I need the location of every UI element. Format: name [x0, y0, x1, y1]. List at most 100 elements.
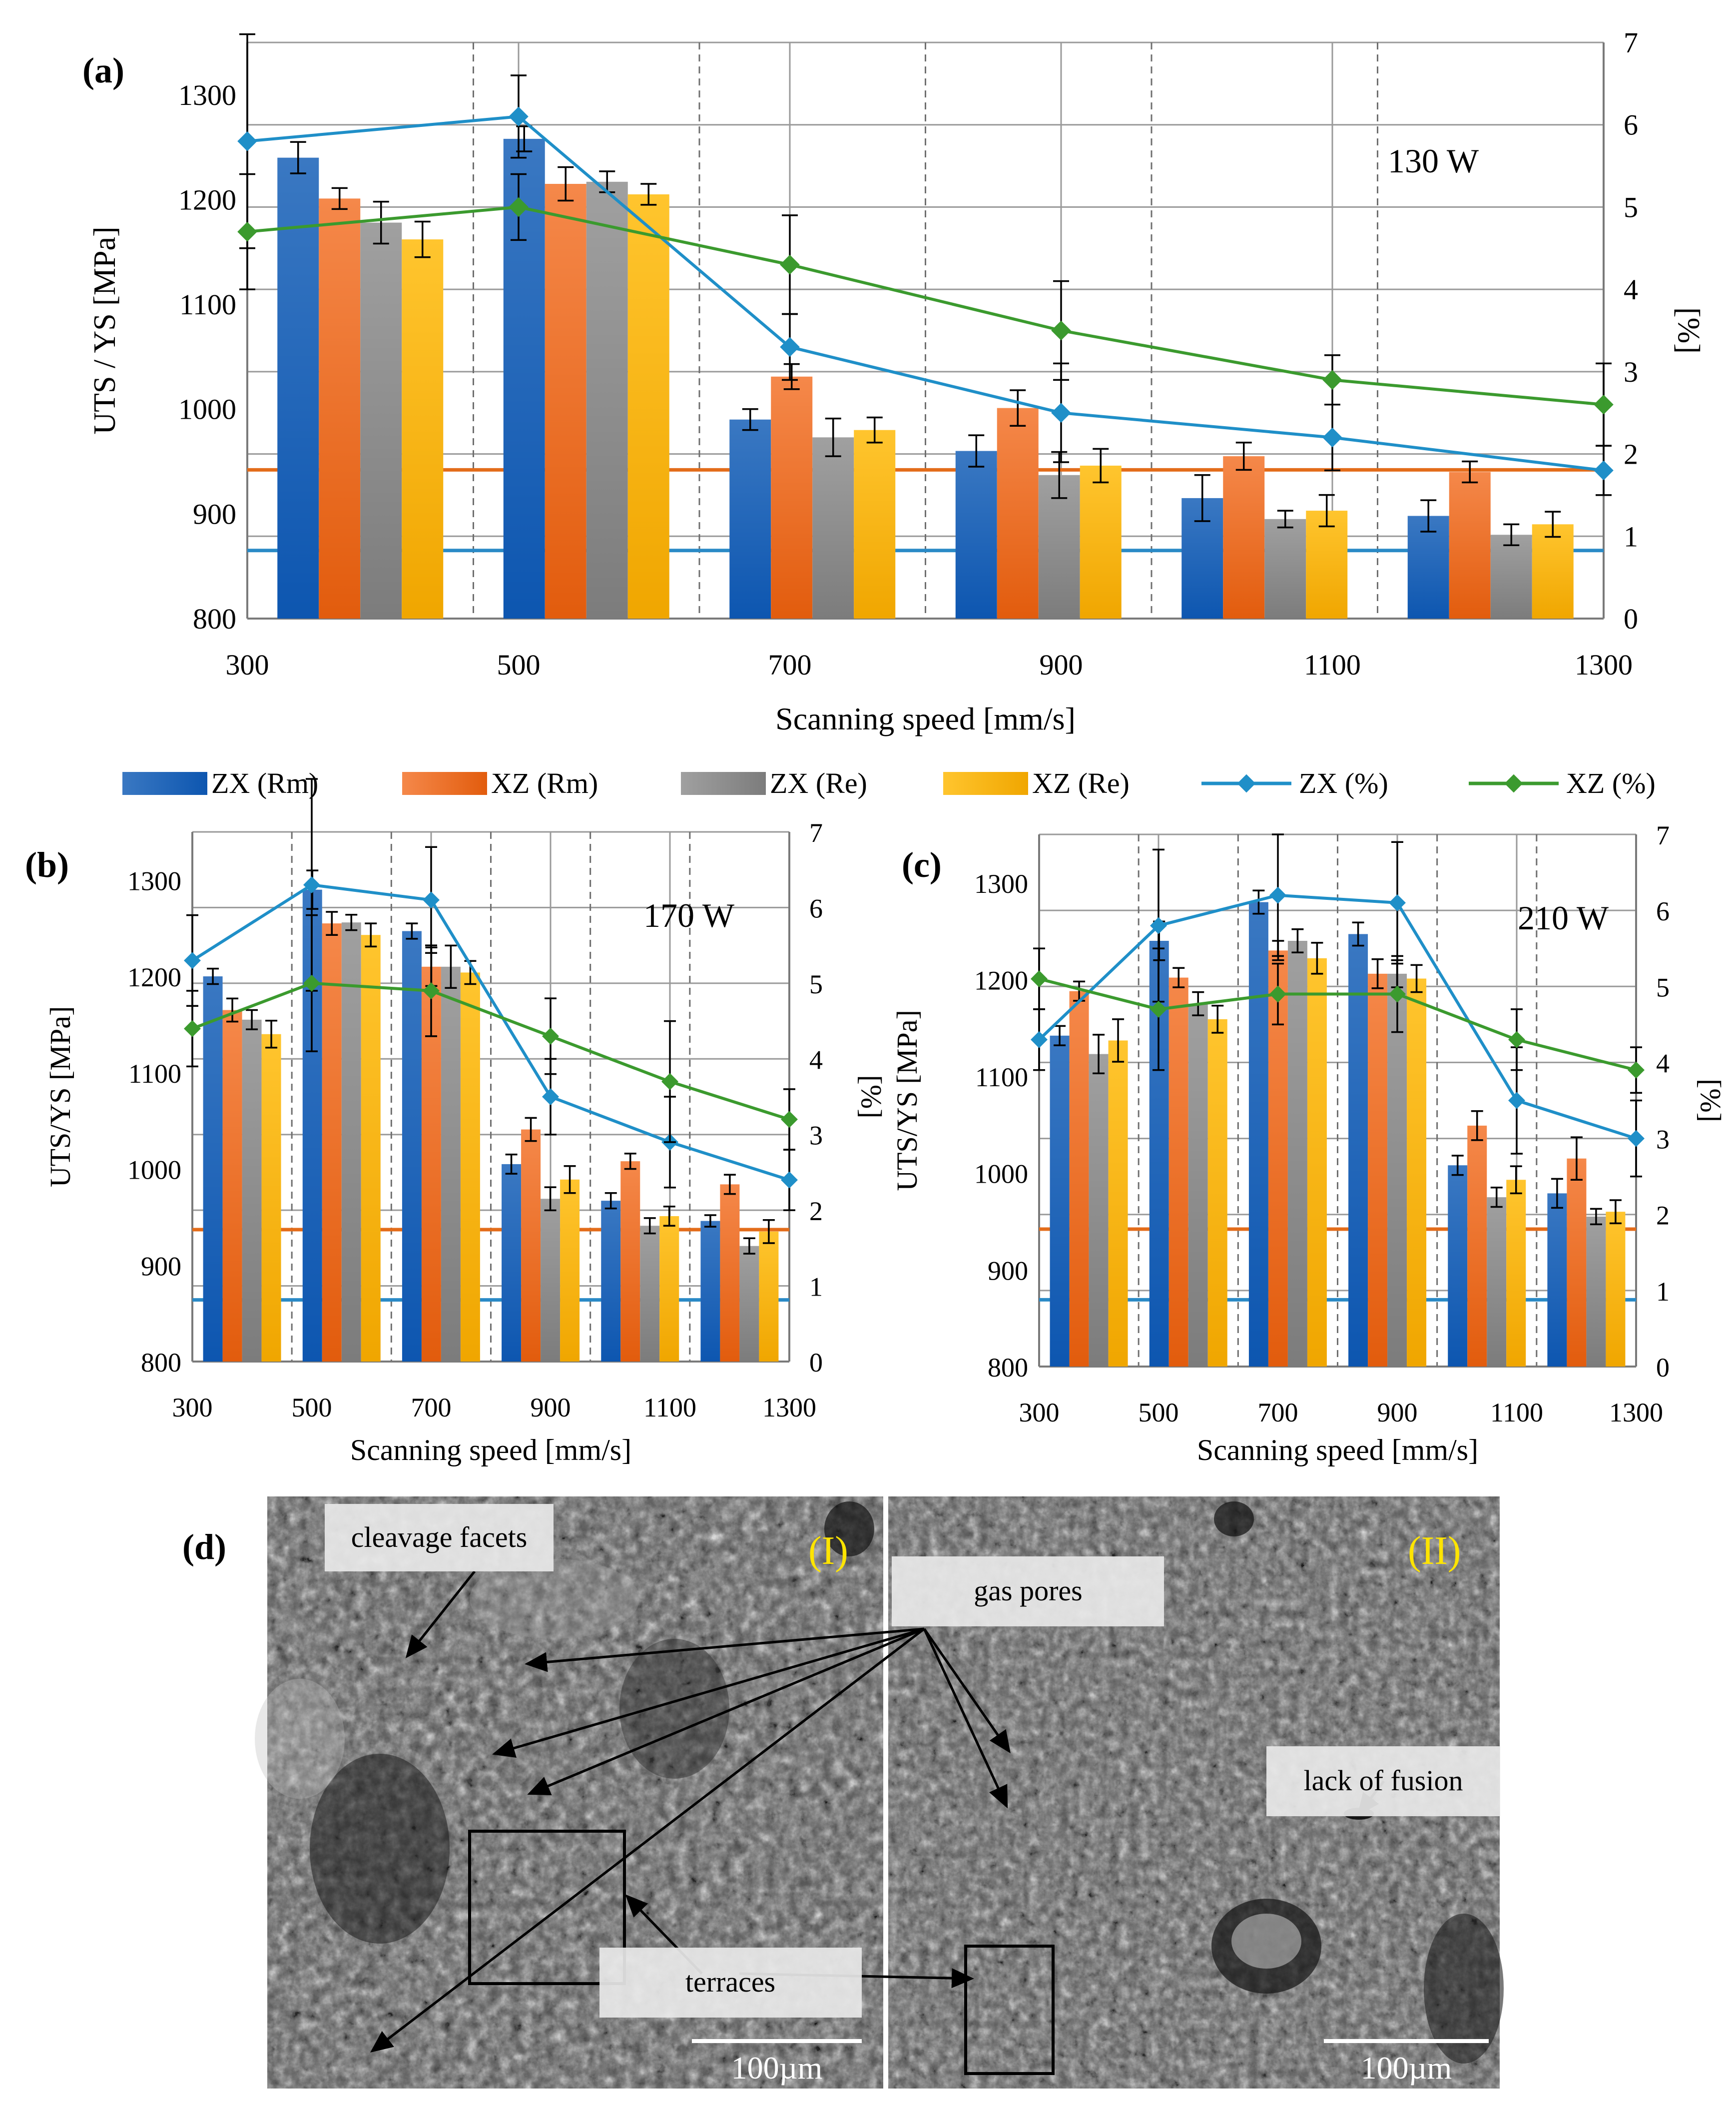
- errorbar-xz-re-1100: [1510, 1165, 1522, 1195]
- xtick-900: 900: [531, 1393, 571, 1422]
- bar-xz-rm-500: [545, 184, 586, 619]
- errorbar-zx-rm-700: [406, 922, 418, 940]
- series-line-zx-pct: [247, 115, 1604, 472]
- bar-xz-rm-1300: [1567, 1158, 1587, 1367]
- xtick-500: 500: [292, 1393, 332, 1422]
- ytick-left-1300: 1300: [178, 79, 236, 111]
- ytick-left-1000: 1000: [974, 1159, 1028, 1189]
- point-zx-pct-1300: [781, 1171, 798, 1189]
- ytick-right-4: 4: [1656, 1048, 1670, 1078]
- errorbar-xz-rm-500: [326, 911, 338, 936]
- bar-zx-re-700: [1287, 941, 1307, 1367]
- xtick-1300: 1300: [1575, 649, 1633, 681]
- bar-zx-rm-500: [503, 138, 545, 619]
- errorbar-xz-rm-300: [226, 997, 239, 1023]
- bar-zx-re-1100: [1487, 1197, 1507, 1367]
- errorbar-zx-re-700: [825, 417, 841, 457]
- ytick-left-900: 900: [141, 1251, 181, 1281]
- errorbar-xz-re-1300: [1609, 1199, 1622, 1225]
- legend: ZX (Rm) XZ (Rm) ZX (Re) XZ (Re) ZX (%) X…: [122, 767, 1656, 799]
- errorbar-zx-re-1100: [1490, 1187, 1503, 1208]
- bar-zx-re-500: [586, 181, 628, 619]
- xtick-1100: 1100: [643, 1393, 696, 1422]
- errorbar-xz-re-1100: [1318, 494, 1335, 528]
- point-xz-pct-1100: [661, 1073, 678, 1090]
- svg-text:100µm: 100µm: [1361, 2050, 1452, 2086]
- bar-xz-re-700: [1307, 958, 1327, 1367]
- point-zx-pct-300: [237, 131, 257, 151]
- errorbar-zx-rm-700: [742, 408, 758, 431]
- ytick-left-1200: 1200: [178, 183, 236, 216]
- errorbar-xz-re-700: [866, 416, 883, 444]
- panel-label-b: (b): [25, 845, 69, 885]
- xtick-1100: 1100: [1490, 1398, 1543, 1427]
- ytick-left-800: 800: [141, 1348, 181, 1378]
- errorbar-zx-re-500: [345, 913, 358, 931]
- ytick-left-900: 900: [988, 1256, 1028, 1286]
- ytick-left-900: 900: [193, 498, 236, 530]
- errorbar-zx-rm-900: [968, 434, 985, 468]
- legend-label-xz-re: XZ (Re): [1032, 767, 1130, 799]
- bar-xz-re-1300: [759, 1231, 779, 1362]
- errorbar-zx-rm-300: [207, 967, 219, 985]
- point-zx-pct-700: [780, 337, 800, 357]
- errorbar-zx-re-300: [1093, 1034, 1105, 1075]
- point-zx-pct-300: [184, 952, 201, 969]
- svg-text:100µm: 100µm: [731, 2050, 823, 2086]
- ytick-right-1: 1: [1656, 1277, 1670, 1307]
- errorbar-xz-re-700: [1311, 942, 1323, 975]
- series-line-xz-pct: [1039, 977, 1637, 1072]
- bar-xz-re-300: [402, 239, 444, 619]
- point-zx-pct-900: [1389, 894, 1406, 911]
- errorbar-zx-re-900: [1051, 451, 1068, 499]
- xtick-300: 300: [172, 1393, 213, 1422]
- point-xz-pct-900: [542, 1027, 559, 1045]
- bar-xz-rm-300: [319, 198, 361, 619]
- ytick-right-0: 0: [809, 1348, 823, 1378]
- bar-xz-rm-1300: [720, 1184, 740, 1362]
- ytick-right-7: 7: [1624, 26, 1638, 59]
- point-xz-pct-700: [423, 982, 440, 999]
- ytick-right-7: 7: [1656, 820, 1670, 850]
- errorbar-zx-rm-300: [1054, 1025, 1066, 1046]
- point-xz-pct-700: [1269, 985, 1286, 1003]
- bar-xz-re-700: [460, 972, 480, 1362]
- bar-xz-rm-1100: [620, 1161, 640, 1362]
- ytick-right-6: 6: [1656, 896, 1670, 926]
- legend-label-zx-rm: ZX (Rm): [211, 767, 318, 799]
- errorbar-zx-rm-1100: [604, 1192, 617, 1210]
- point-xz-pct-900: [1051, 320, 1071, 341]
- point-xz-pct-1300: [1628, 1061, 1645, 1079]
- xtick-900: 900: [1040, 649, 1083, 681]
- errorbar-xz-re-1300: [762, 1219, 775, 1244]
- xtick-500: 500: [1139, 1398, 1179, 1427]
- errorbar-xz-re-900: [564, 1165, 576, 1194]
- label-gas-pores: gas pores: [892, 1556, 1164, 1626]
- errorbar-zx-rm-1300: [1551, 1178, 1563, 1209]
- xtick-1300: 1300: [762, 1393, 816, 1422]
- errorbar-zx-re-1100: [643, 1217, 656, 1235]
- panel-label-c: (c): [902, 845, 942, 885]
- legend-label-zx-pct: ZX (%): [1299, 767, 1388, 799]
- x-axis-label: Scanning speed [mm/s]: [1197, 1433, 1478, 1466]
- errorbar-xz-rm-1100: [1471, 1110, 1483, 1141]
- bar-xz-rm-500: [1168, 977, 1188, 1367]
- bar-xz-rm-1100: [1223, 456, 1265, 619]
- xtick-700: 700: [768, 649, 812, 681]
- ytick-left-800: 800: [193, 603, 236, 635]
- bar-zx-re-1100: [1264, 519, 1306, 619]
- y-axis-label-right: [%]: [1695, 1079, 1727, 1122]
- bar-xz-rm-1100: [1467, 1125, 1487, 1367]
- bar-zx-rm-1100: [1448, 1165, 1468, 1367]
- xtick-1100: 1100: [1304, 649, 1361, 681]
- bar-xz-re-700: [854, 430, 896, 619]
- y-axis-label-left: UTS/YS [MPa]: [44, 1006, 76, 1188]
- ytick-left-1200: 1200: [974, 965, 1028, 995]
- legend-swatch-zx-rm: [122, 772, 207, 795]
- point-zx-pct-1100: [1322, 427, 1342, 448]
- region-box-right: [964, 1945, 1055, 2075]
- bar-zx-rm-1300: [1547, 1193, 1567, 1367]
- point-zx-pct-500: [303, 876, 320, 893]
- legend-swatch-xz-rm: [402, 772, 487, 795]
- ytick-left-1100: 1100: [179, 288, 236, 321]
